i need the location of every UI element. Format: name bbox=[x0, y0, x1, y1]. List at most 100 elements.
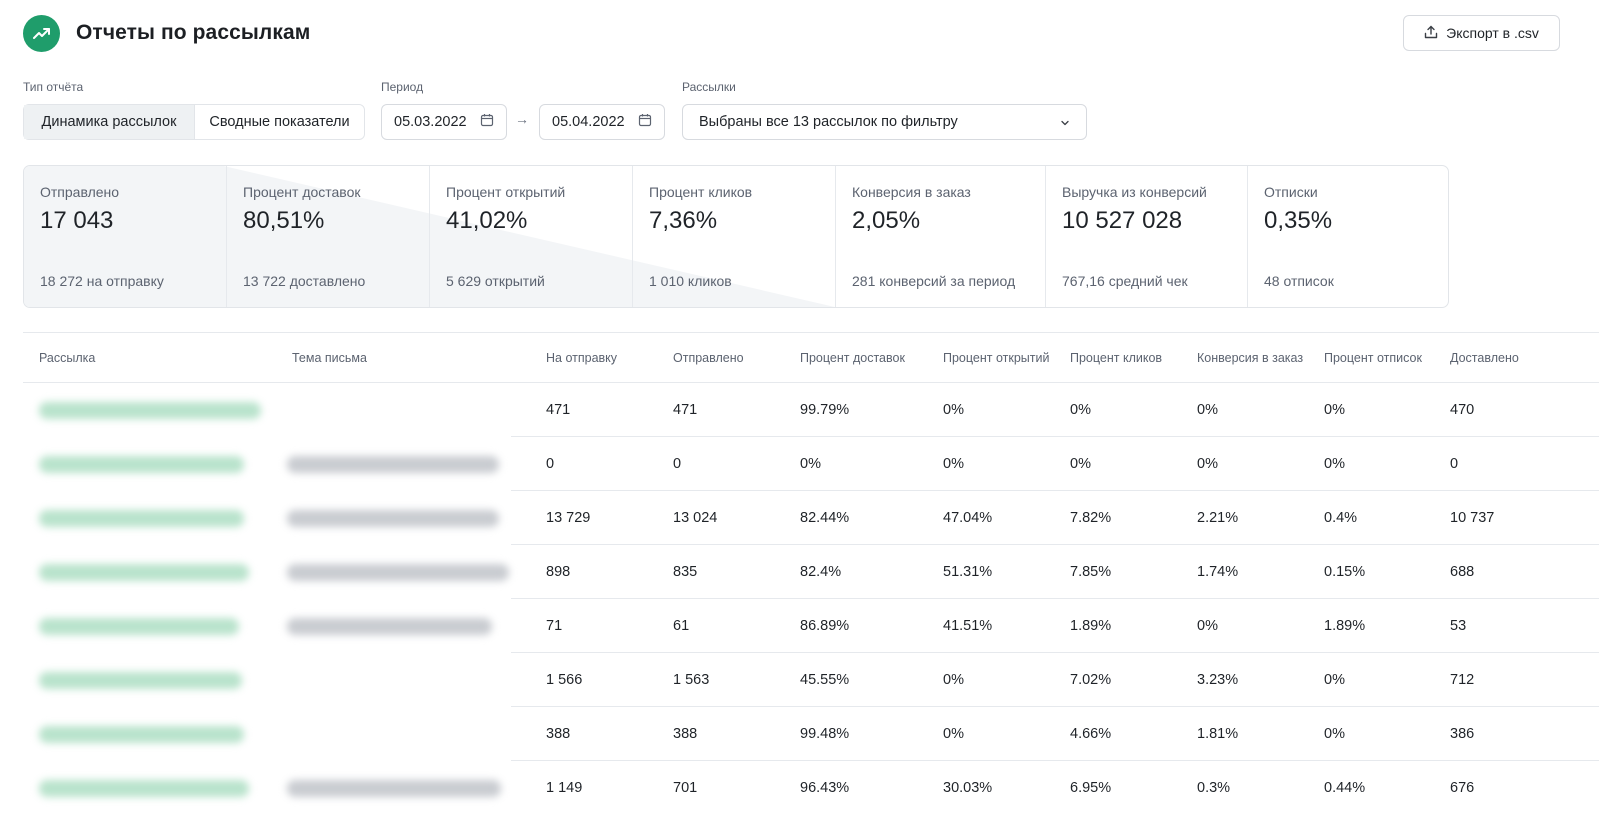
tab-summary[interactable]: Сводные показатели bbox=[194, 105, 364, 139]
export-csv-button[interactable]: Экспорт в .csv bbox=[1403, 15, 1560, 51]
cell-conversion: 3.23% bbox=[1197, 672, 1239, 688]
col-mailing[interactable]: Рассылка bbox=[39, 351, 96, 365]
col-open-rate[interactable]: Процент открытий bbox=[943, 351, 1050, 365]
mailing-name-redacted[interactable] bbox=[39, 672, 242, 689]
col-sent[interactable]: Отправлено bbox=[673, 351, 744, 365]
mailing-name-redacted[interactable] bbox=[39, 780, 249, 797]
cell-open-rate: 47.04% bbox=[943, 510, 993, 526]
mailings-select-value: Выбраны все 13 рассылок по фильтру bbox=[699, 114, 958, 130]
table-row[interactable]: 898 835 82.4% 51.31% 7.85% 1.74% 0.15% 6… bbox=[0, 545, 1599, 599]
col-unsubscribe-rate[interactable]: Процент отписок bbox=[1324, 351, 1422, 365]
stats-panel: Отправлено 17 043 18 272 на отправку Про… bbox=[23, 165, 1449, 308]
mailing-name-redacted[interactable] bbox=[39, 618, 239, 635]
cell-delivered: 0 bbox=[1450, 456, 1459, 472]
col-to-send[interactable]: На отправку bbox=[546, 351, 618, 365]
row-divider bbox=[511, 490, 1599, 491]
export-label: Экспорт в .csv bbox=[1446, 25, 1539, 41]
cell-delivered: 688 bbox=[1450, 564, 1475, 580]
subject-redacted bbox=[287, 456, 499, 473]
cell-click-rate: 7.82% bbox=[1070, 510, 1112, 526]
stat-unsubscribes: Отписки 0,35% 48 отписок bbox=[1248, 166, 1448, 307]
cell-sent: 471 bbox=[673, 402, 698, 418]
row-divider bbox=[511, 706, 1599, 707]
trending-up-icon bbox=[23, 14, 60, 52]
upload-icon bbox=[1424, 25, 1438, 42]
mailings-select[interactable]: Выбраны все 13 рассылок по фильтру bbox=[682, 104, 1087, 140]
stat-value: 41,02% bbox=[446, 207, 528, 234]
date-from-field[interactable]: 05.03.2022 bbox=[381, 104, 507, 140]
cell-to-send: 1 566 bbox=[546, 672, 583, 688]
stat-title: Отписки bbox=[1264, 184, 1318, 200]
cell-delivered: 676 bbox=[1450, 780, 1475, 796]
cell-sent: 701 bbox=[673, 780, 698, 796]
stat-value: 7,36% bbox=[649, 207, 718, 234]
cell-click-rate: 6.95% bbox=[1070, 780, 1112, 796]
mailings-label: Рассылки bbox=[682, 80, 736, 94]
cell-conversion: 0% bbox=[1197, 402, 1218, 418]
table-row[interactable]: 71 61 86.89% 41.51% 1.89% 0% 1.89% 53 bbox=[0, 599, 1599, 653]
stat-value: 17 043 bbox=[40, 207, 114, 234]
table-header-divider bbox=[23, 382, 1599, 383]
page-title: Отчеты по рассылкам bbox=[76, 21, 311, 44]
cell-open-rate: 30.03% bbox=[943, 780, 993, 796]
row-divider bbox=[511, 544, 1599, 545]
cell-sent: 0 bbox=[673, 456, 682, 472]
table-row[interactable]: 0 0 0% 0% 0% 0% 0% 0 bbox=[0, 437, 1599, 491]
stat-sent: Отправлено 17 043 18 272 на отправку bbox=[24, 166, 227, 307]
tab-dynamics[interactable]: Динамика рассылок bbox=[24, 105, 194, 139]
cell-unsubscribe-rate: 0.44% bbox=[1324, 780, 1366, 796]
stat-sub: 18 272 на отправку bbox=[40, 273, 164, 289]
stat-delivery-rate: Процент доставок 80,51% 13 722 доставлен… bbox=[227, 166, 430, 307]
mailing-name-redacted[interactable] bbox=[39, 456, 244, 473]
cell-sent: 1 563 bbox=[673, 672, 710, 688]
mailing-name-redacted[interactable] bbox=[39, 564, 249, 581]
stat-sub: 13 722 доставлено bbox=[243, 273, 366, 289]
arrow-right-icon: → bbox=[515, 111, 529, 127]
date-to-field[interactable]: 05.04.2022 bbox=[539, 104, 665, 140]
mailing-name-redacted[interactable] bbox=[39, 726, 244, 743]
row-divider bbox=[511, 598, 1599, 599]
cell-delivered: 470 bbox=[1450, 402, 1475, 418]
chevron-down-icon bbox=[1060, 114, 1070, 130]
table-row[interactable]: 1 149 701 96.43% 30.03% 6.95% 0.3% 0.44%… bbox=[0, 761, 1599, 815]
col-conversion[interactable]: Конверсия в заказ bbox=[1197, 351, 1304, 365]
period-label: Период bbox=[381, 80, 424, 94]
mailing-name-redacted[interactable] bbox=[39, 402, 261, 419]
stat-value: 80,51% bbox=[243, 207, 325, 234]
col-subject[interactable]: Тема письма bbox=[292, 351, 367, 365]
stat-title: Процент доставок bbox=[243, 184, 361, 200]
table-row[interactable]: 1 566 1 563 45.55% 0% 7.02% 3.23% 0% 712 bbox=[0, 653, 1599, 707]
stat-title: Процент открытий bbox=[446, 184, 566, 200]
cell-click-rate: 0% bbox=[1070, 402, 1091, 418]
stat-title: Конверсия в заказ bbox=[852, 184, 971, 200]
col-delivery-rate[interactable]: Процент доставок bbox=[800, 351, 905, 365]
cell-open-rate: 0% bbox=[943, 402, 964, 418]
cell-open-rate: 0% bbox=[943, 726, 964, 742]
cell-delivered: 386 bbox=[1450, 726, 1475, 742]
stat-sub: 48 отписок bbox=[1264, 273, 1334, 289]
cell-sent: 835 bbox=[673, 564, 698, 580]
report-type-label: Тип отчёта bbox=[23, 80, 84, 94]
cell-delivery-rate: 82.44% bbox=[800, 510, 850, 526]
cell-click-rate: 7.02% bbox=[1070, 672, 1112, 688]
cell-click-rate: 1.89% bbox=[1070, 618, 1112, 634]
table-row[interactable]: 388 388 99.48% 0% 4.66% 1.81% 0% 386 bbox=[0, 707, 1599, 761]
table-row[interactable]: 13 729 13 024 82.44% 47.04% 7.82% 2.21% … bbox=[0, 491, 1599, 545]
subject-redacted bbox=[287, 564, 509, 581]
cell-to-send: 471 bbox=[546, 402, 571, 418]
cell-delivered: 53 bbox=[1450, 618, 1467, 634]
cell-conversion: 1.81% bbox=[1197, 726, 1239, 742]
cell-conversion: 0.3% bbox=[1197, 780, 1231, 796]
mailing-name-redacted[interactable] bbox=[39, 510, 244, 527]
stat-revenue: Выручка из конверсий 10 527 028 767,16 с… bbox=[1046, 166, 1248, 307]
cell-click-rate: 7.85% bbox=[1070, 564, 1112, 580]
cell-unsubscribe-rate: 0.4% bbox=[1324, 510, 1358, 526]
stat-title: Выручка из конверсий bbox=[1062, 184, 1207, 200]
col-delivered[interactable]: Доставлено bbox=[1450, 351, 1519, 365]
col-click-rate[interactable]: Процент кликов bbox=[1070, 351, 1163, 365]
date-from-value: 05.03.2022 bbox=[394, 114, 467, 130]
cell-delivery-rate: 45.55% bbox=[800, 672, 850, 688]
row-divider bbox=[511, 760, 1599, 761]
table-row[interactable]: 471 471 99.79% 0% 0% 0% 0% 470 bbox=[0, 383, 1599, 437]
cell-unsubscribe-rate: 0.15% bbox=[1324, 564, 1366, 580]
